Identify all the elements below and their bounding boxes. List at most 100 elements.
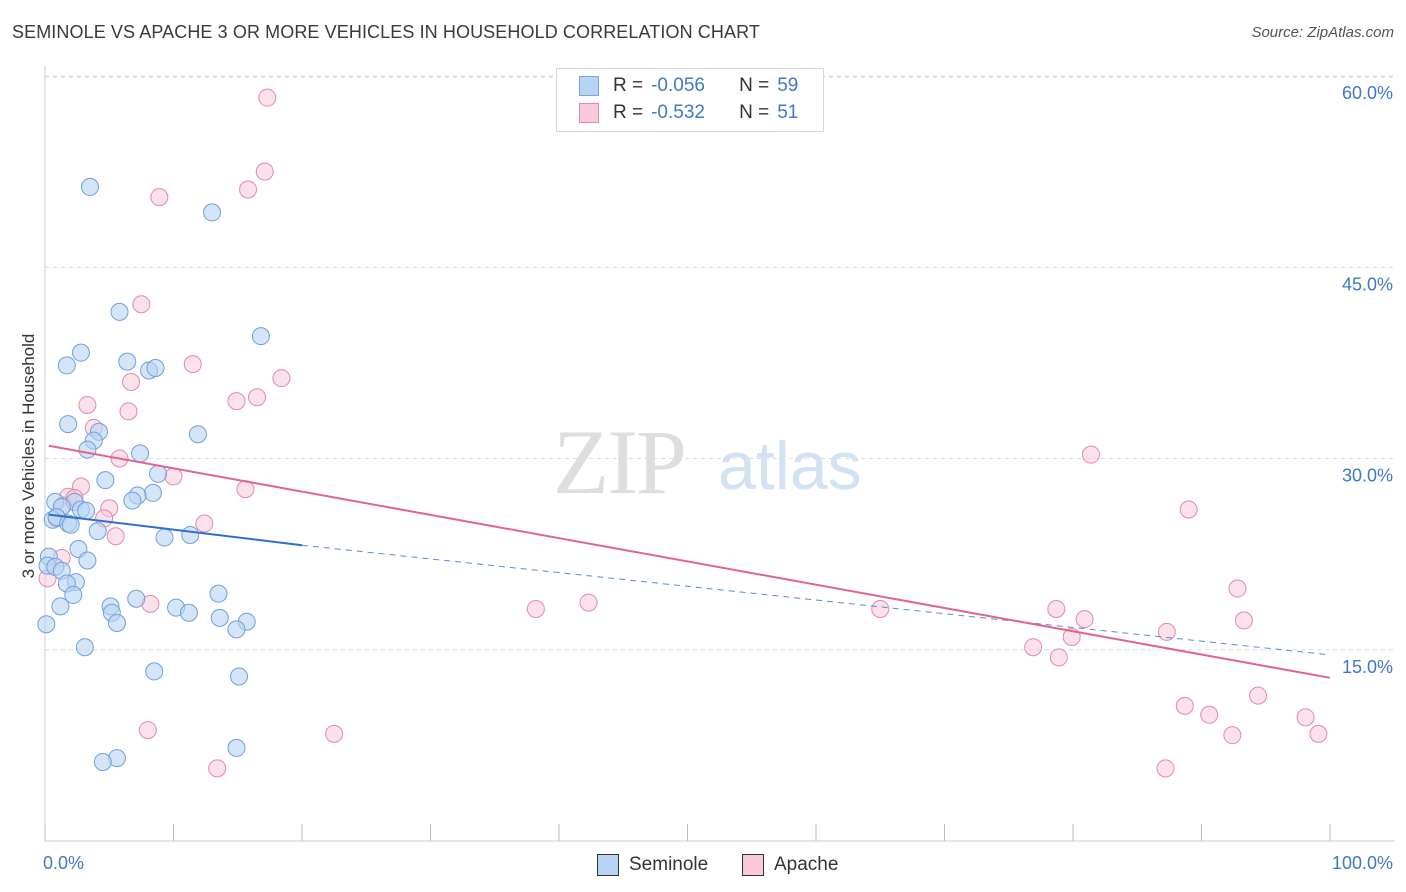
seminole-point	[149, 464, 168, 483]
seminole-point	[88, 522, 107, 541]
apache-point	[1024, 638, 1043, 657]
seminole-point	[51, 597, 70, 616]
apache-point	[122, 373, 141, 391]
legend-item-apache: Apache	[742, 852, 838, 878]
apache-point	[227, 392, 246, 411]
seminole-point	[179, 603, 198, 622]
seminole-point	[209, 584, 228, 603]
apache-legend-swatch	[742, 854, 764, 876]
apache-point	[195, 514, 214, 533]
seminole-point	[78, 440, 97, 459]
seminole-point	[37, 615, 56, 634]
apache-point	[255, 162, 274, 181]
apache-point	[1249, 686, 1268, 705]
seminole-point	[230, 667, 249, 686]
axis-labels: 15.0% 30.0% 45.0% 60.0% 0.0% 100.0%	[43, 83, 1393, 873]
apache-point	[272, 369, 291, 388]
apache-point	[119, 402, 138, 421]
seminole-point	[181, 526, 200, 544]
r-value: -0.532	[651, 102, 705, 123]
n-label: N =	[739, 102, 770, 123]
apache-point	[258, 88, 277, 107]
apache-point	[183, 355, 202, 374]
seminole-point	[118, 352, 137, 371]
seminole-trend-line	[48, 513, 303, 547]
apache-point	[78, 395, 97, 414]
apache-point	[1179, 500, 1198, 519]
source-label: Source: ZipAtlas.com	[1251, 24, 1394, 41]
apache-point	[1156, 759, 1175, 778]
y-tick-label: 30.0%	[1342, 466, 1393, 486]
legend-row-apache: R = -0.532 N = 51	[579, 100, 798, 126]
n-label: N =	[739, 75, 770, 96]
seminole-point	[71, 343, 90, 362]
seminole-point	[80, 177, 99, 196]
seminole-point	[146, 358, 165, 377]
apache-points	[38, 88, 1328, 778]
apache-point	[132, 295, 151, 314]
n-value: 51	[777, 102, 799, 123]
apache-point	[1228, 579, 1247, 598]
seminole-point	[188, 425, 207, 444]
apache-point	[325, 724, 344, 743]
trend-lines	[48, 444, 1331, 679]
x-tick-label: 100.0%	[1332, 853, 1393, 873]
apache-point	[1075, 610, 1094, 629]
apache-point	[871, 599, 890, 618]
seminole-point	[110, 302, 129, 321]
apache-point	[208, 759, 227, 778]
seminole-point	[57, 356, 76, 375]
seminole-point	[78, 551, 97, 570]
seminole-point	[59, 415, 78, 434]
r-label: R =	[613, 102, 644, 123]
seminole-point	[93, 752, 112, 771]
apache-point	[248, 388, 267, 407]
seminole-point	[77, 501, 96, 520]
apache-point	[1049, 648, 1068, 667]
watermark-zip: ZIP	[553, 411, 685, 513]
x-tick-label: 0.0%	[43, 853, 84, 873]
n-value: 59	[777, 75, 799, 96]
apache-point	[1157, 622, 1176, 641]
seminole-point	[251, 327, 270, 346]
legend-item-seminole: Seminole	[597, 852, 708, 878]
seminole-legend-swatch	[597, 854, 619, 876]
apache-point	[1047, 599, 1066, 618]
r-value: -0.056	[651, 75, 705, 96]
y-axis-title: 3 or more Vehicles in Household	[19, 334, 38, 579]
apache-point	[579, 593, 598, 612]
seminole-trend-dashed	[301, 544, 1331, 656]
seminole-swatch	[579, 76, 599, 96]
seminole-points	[37, 177, 270, 771]
y-tick-label: 60.0%	[1342, 83, 1393, 103]
apache-point	[239, 180, 258, 199]
apache-trend-line	[48, 444, 1331, 679]
apache-point	[1296, 708, 1315, 727]
seminole-point	[203, 203, 222, 222]
apache-point	[1200, 705, 1219, 724]
seminole-point	[123, 491, 142, 510]
r-label: R =	[613, 75, 644, 96]
seminole-point	[64, 585, 83, 604]
seminole-point	[107, 613, 126, 632]
seminole-point	[227, 738, 246, 757]
legend-row-seminole: R = -0.056 N = 59	[579, 73, 798, 99]
apache-point	[1309, 724, 1328, 743]
chart-title: SEMINOLE VS APACHE 3 OR MORE VEHICLES IN…	[12, 22, 760, 42]
correlation-legend: R = -0.056 N = 59 R = -0.532 N = 51	[556, 68, 824, 132]
apache-point	[1223, 726, 1242, 745]
apache-point	[106, 527, 125, 546]
seminole-point	[127, 589, 146, 608]
y-tick-label: 45.0%	[1342, 274, 1393, 294]
apache-point	[1081, 445, 1100, 464]
seminole-point	[210, 608, 229, 627]
apache-point	[138, 721, 157, 740]
apache-point	[526, 599, 545, 618]
seminole-legend-label: Seminole	[629, 854, 709, 875]
apache-swatch	[579, 103, 599, 123]
grid-layer	[45, 75, 1395, 651]
watermark: ZIP atlas	[553, 411, 862, 513]
y-tick-label: 15.0%	[1342, 657, 1393, 677]
seminole-point	[143, 483, 162, 502]
